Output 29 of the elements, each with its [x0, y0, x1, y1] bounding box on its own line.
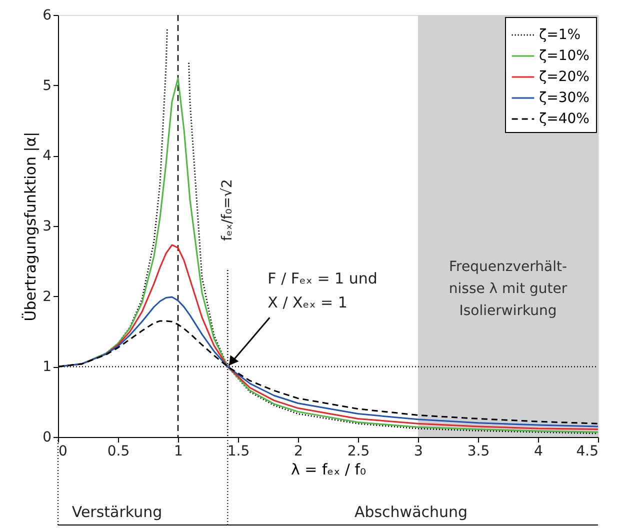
- x-tick-label: 1: [174, 444, 183, 460]
- ref-line-label: fₑₓ/f₀=√2: [220, 179, 236, 241]
- x-tick-label: 0.5: [107, 444, 130, 460]
- y-tick-label: 6: [42, 8, 52, 24]
- y-tick-label: 1: [42, 359, 52, 376]
- legend-label: ζ=40%: [539, 111, 590, 127]
- x-tick-label: 2.5: [347, 444, 370, 460]
- x-tick-label: 4: [534, 444, 544, 460]
- y-tick-label: 0: [42, 430, 52, 446]
- x-tick-label: 1.5: [227, 444, 250, 460]
- x-tick-label: 3: [414, 444, 423, 460]
- x-tick-label: 2: [294, 444, 303, 460]
- y-axis-title: Übertragungsfunktion |α|: [22, 132, 40, 322]
- text: Verstärkung: [72, 503, 162, 521]
- y-tick-label: 5: [42, 78, 52, 94]
- x-tick-label: 3.5: [467, 444, 490, 460]
- annotation: F / Fₑₓ = 1 und X / Xₑₓ = 1: [268, 270, 378, 312]
- legend-label: ζ=20%: [539, 69, 590, 85]
- band-label: Frequenzverhält- nisse λ mit guter Isolierwirkung: [448, 259, 568, 319]
- legend-label: ζ=30%: [539, 90, 590, 106]
- y-tick-label: 3: [42, 218, 52, 234]
- x-tick-label: 0: [58, 444, 68, 460]
- text: Abschwächung: [354, 503, 468, 521]
- legend-label: ζ=1%: [539, 27, 581, 43]
- x-axis-title: λ = fₑₓ / f₀: [290, 460, 366, 478]
- y-tick-label: 2: [42, 288, 52, 305]
- legend-label: ζ=10%: [539, 48, 590, 64]
- x-tick-label: 4.5: [576, 444, 598, 460]
- y-tick-label: 4: [42, 148, 52, 164]
